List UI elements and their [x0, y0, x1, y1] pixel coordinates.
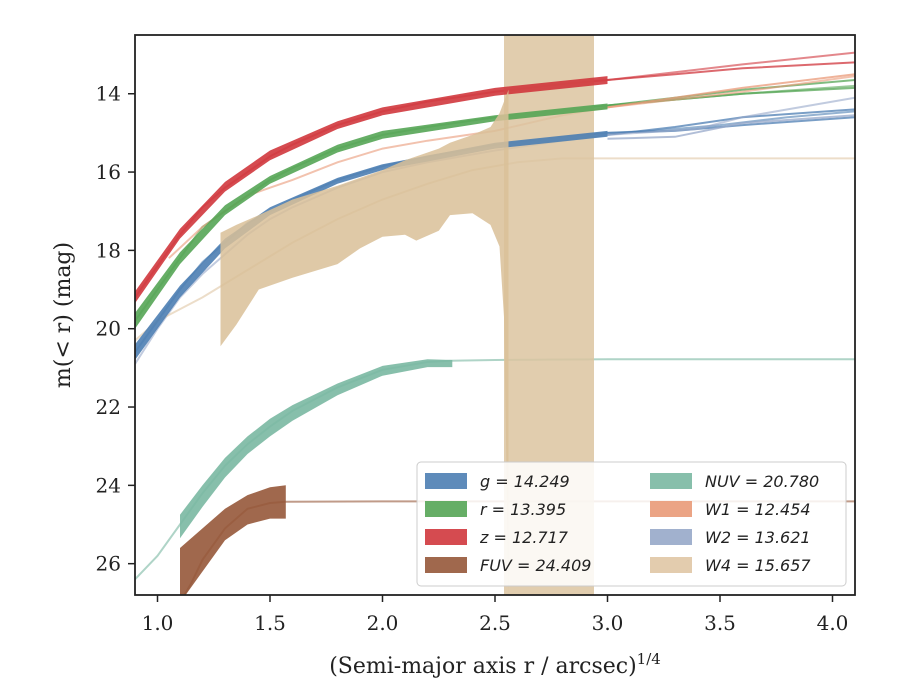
- band-W4-band: [220, 89, 509, 595]
- band-NUV-band: [180, 359, 453, 539]
- legend-label: z = 12.717: [479, 528, 569, 547]
- x-tick-label: 2.0: [367, 611, 399, 635]
- band-FUV-band: [180, 485, 286, 595]
- x-axis-label-exponent: 1/4: [637, 650, 661, 668]
- y-tick-label: 16: [96, 160, 121, 184]
- legend-swatch: [425, 501, 467, 517]
- legend-label: FUV = 24.409: [480, 556, 591, 575]
- legend-label: W4 = 15.657: [705, 556, 811, 575]
- x-tick-label: 1.5: [254, 611, 286, 635]
- y-tick-label: 18: [96, 238, 121, 262]
- y-tick-label: 20: [96, 317, 121, 341]
- legend-swatch: [650, 529, 692, 545]
- x-tick-label: 1.0: [142, 611, 174, 635]
- series-tail-W2-0: [607, 114, 855, 140]
- plot-area: [135, 35, 855, 595]
- y-tick-label: 24: [96, 473, 121, 497]
- legend-label: W1 = 12.454: [705, 500, 811, 519]
- legend-swatch: [650, 501, 692, 517]
- series-tail-g-1: [607, 108, 855, 136]
- y-tick-label: 14: [96, 82, 121, 106]
- y-tick-label: 26: [96, 552, 121, 576]
- legend-swatch: [425, 529, 467, 545]
- x-tick-label: 2.5: [479, 611, 511, 635]
- x-tick-label: 3.5: [704, 611, 736, 635]
- series-tail-W1-0: [607, 73, 855, 109]
- series-tail-z-0: [607, 61, 855, 81]
- x-tick-label: 3.0: [592, 611, 624, 635]
- legend: g = 14.249 r = 13.395 z = 12.717 FUV = 24.4…: [416, 461, 847, 587]
- legend-box: [416, 461, 847, 587]
- legend-swatch: [650, 473, 692, 489]
- y-tick-label: 22: [96, 395, 121, 419]
- legend-label: W2 = 13.621: [705, 528, 811, 547]
- legend-swatch: [425, 473, 467, 489]
- legend-label: g = 14.249: [480, 472, 570, 491]
- legend-swatch: [425, 557, 467, 573]
- axes: 1.0 1.5 2.0 2.5 3.0 3.5 4.0 14 16 18 20 22 24 26: [96, 34, 856, 635]
- y-axis-label: m(< r) (mag): [51, 242, 76, 388]
- x-tick-label: 4.0: [817, 611, 849, 635]
- legend-label: NUV = 20.780: [705, 472, 819, 491]
- legend-swatch: [650, 557, 692, 573]
- legend-label: r = 13.395: [480, 500, 566, 519]
- x-axis-label: (Semi-major axis r / arcsec)1/4: [329, 650, 661, 679]
